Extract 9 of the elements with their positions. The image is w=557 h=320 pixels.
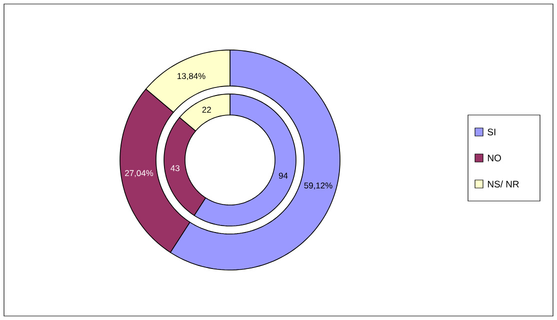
data-label: 13,84% (178, 73, 206, 80)
data-label: 27,04% (125, 170, 154, 178)
data-label: 59,12% (304, 182, 332, 190)
data-label: 22 (202, 106, 211, 113)
legend-label: NS/ NR (488, 180, 519, 188)
legend-label: NO (488, 154, 501, 162)
data-label: 94 (278, 172, 288, 179)
legend-label: SI (488, 128, 496, 136)
data-label: 43 (170, 165, 180, 172)
